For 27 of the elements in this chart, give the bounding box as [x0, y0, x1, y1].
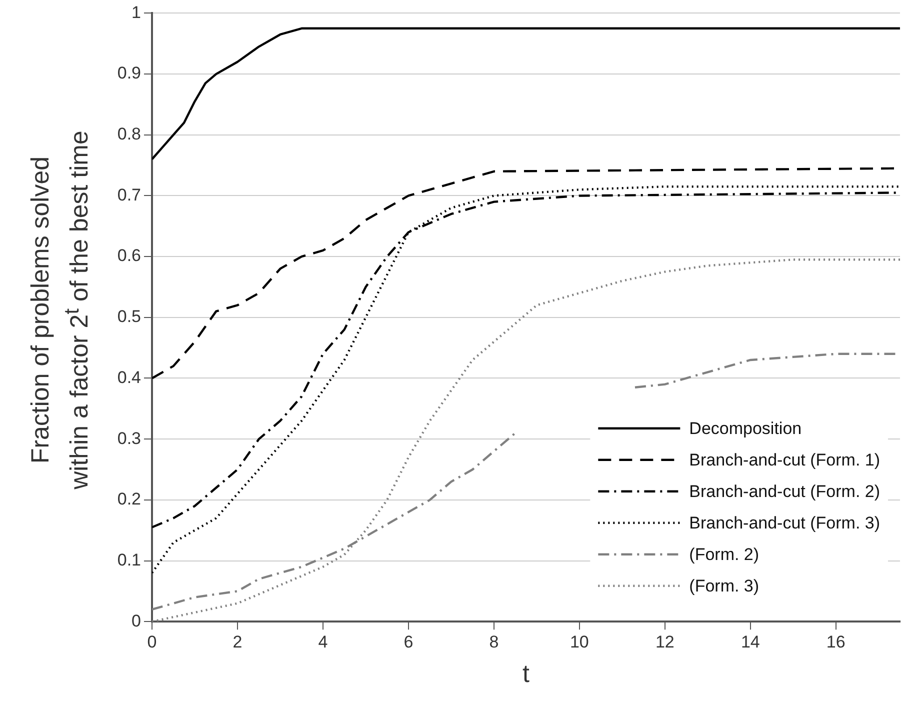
legend-label: (Form. 3): [689, 576, 760, 596]
x-tick-label: 12: [655, 632, 674, 652]
y-tick-label: 0.8: [117, 124, 141, 144]
x-tick-label: 14: [740, 632, 760, 652]
legend-label: Decomposition: [689, 419, 802, 438]
y-tick-label: 0.4: [117, 368, 141, 387]
y-tick-label: 0.9: [117, 64, 141, 83]
x-axis-title: t: [522, 660, 530, 688]
x-tick-label: 4: [318, 632, 328, 652]
x-tick-label: 8: [489, 632, 499, 652]
y-tick-label: 0.7: [117, 185, 141, 204]
legend-label: Branch-and-cut (Form. 3): [689, 514, 880, 533]
x-tick-label: 2: [232, 632, 242, 652]
y-tick-label: 0.3: [117, 428, 141, 448]
x-tick-label: 6: [404, 632, 414, 652]
y-tick-label: 0.5: [117, 307, 141, 326]
y-tick-label: 0: [132, 611, 141, 630]
x-tick-label: 16: [826, 632, 846, 652]
legend-label: Branch-and-cut (Form. 2): [689, 482, 880, 502]
legend-label: Branch-and-cut (Form. 1): [689, 450, 880, 470]
y-tick-label: 0.1: [117, 550, 141, 570]
y-tick-label: 0.6: [117, 246, 141, 266]
x-tick-label: 0: [147, 632, 157, 652]
x-tick-label: 10: [570, 632, 589, 652]
y-tick-label: 0.2: [117, 490, 141, 509]
y-tick-label: 1: [132, 2, 141, 22]
legend-label: (Form. 2): [689, 545, 760, 564]
